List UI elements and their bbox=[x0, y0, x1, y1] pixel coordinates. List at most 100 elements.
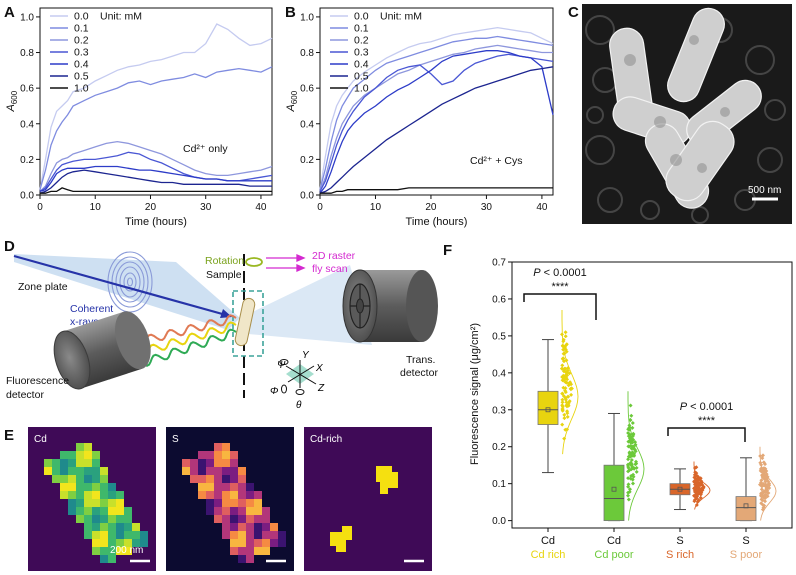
data-point-1 bbox=[628, 436, 633, 441]
data-point-3 bbox=[761, 460, 766, 465]
data-point-3 bbox=[767, 486, 772, 490]
map-pixel bbox=[222, 499, 230, 507]
y-tick-label: 0.4 bbox=[20, 119, 34, 130]
map-pixel bbox=[108, 555, 116, 563]
map-pixel bbox=[206, 459, 214, 467]
legend-label-0.2: 0.2 bbox=[354, 35, 369, 47]
xray-beam-arrow bbox=[13, 254, 227, 317]
scale-bar-label-e: 200 nm bbox=[110, 545, 143, 556]
category-element-label-0: Cd bbox=[541, 535, 555, 547]
category-group-label-2: S rich bbox=[666, 549, 694, 561]
map-pixel bbox=[214, 443, 222, 451]
map-pixel bbox=[132, 531, 140, 539]
map-pixel bbox=[230, 523, 238, 531]
map-pixel bbox=[206, 507, 214, 515]
map-pixel bbox=[254, 523, 262, 531]
data-point-1 bbox=[630, 477, 635, 482]
data-point-3 bbox=[760, 456, 765, 461]
map-pixel bbox=[116, 491, 124, 499]
data-point-2 bbox=[696, 485, 701, 490]
map-pixel bbox=[124, 507, 132, 515]
data-point-1 bbox=[631, 444, 636, 449]
panel-label-b: B bbox=[285, 4, 296, 21]
map-pixel bbox=[246, 539, 254, 547]
map-pixel bbox=[230, 507, 238, 515]
map-pixel bbox=[100, 539, 108, 547]
data-point-2 bbox=[693, 473, 698, 478]
data-point-0 bbox=[560, 407, 565, 412]
category-element-label-2: S bbox=[676, 535, 683, 547]
cd-rich-map: Cd-rich bbox=[304, 427, 432, 571]
map-pixel bbox=[262, 523, 270, 531]
sample-label: Sample bbox=[206, 269, 242, 281]
x-tick-label: 40 bbox=[255, 202, 267, 213]
x-tick-label: 20 bbox=[425, 202, 437, 213]
map-pixel bbox=[182, 467, 190, 475]
s-map: S bbox=[166, 427, 294, 571]
map-pixel bbox=[222, 483, 230, 491]
map-pixel bbox=[84, 475, 92, 483]
data-point-3 bbox=[759, 497, 764, 502]
x-tick-label: 30 bbox=[481, 202, 493, 213]
y-tick-label-f: 0.0 bbox=[492, 516, 506, 527]
map-pixel bbox=[206, 491, 214, 499]
map-pixel bbox=[222, 523, 230, 531]
map-pixel bbox=[76, 491, 84, 499]
map-pixel bbox=[124, 523, 132, 531]
series-line-0.3 bbox=[319, 53, 554, 192]
data-point-0 bbox=[562, 412, 567, 417]
map-pixel bbox=[270, 523, 278, 531]
data-point-3 bbox=[763, 499, 767, 504]
x-axis-label: Time (hours) bbox=[125, 216, 187, 228]
data-point-2 bbox=[698, 495, 703, 500]
y-axis-label-sub: 600 bbox=[290, 90, 299, 104]
map-pixel bbox=[214, 459, 222, 467]
data-point-3 bbox=[760, 490, 765, 495]
map-pixel bbox=[84, 523, 92, 531]
data-point-0 bbox=[560, 397, 565, 402]
map-pixel bbox=[92, 515, 100, 523]
map-pixel bbox=[190, 467, 198, 475]
map-pixel bbox=[84, 459, 92, 467]
data-point-0 bbox=[563, 366, 568, 371]
map-pixel bbox=[92, 539, 100, 547]
legend-label-0.0: 0.0 bbox=[354, 11, 369, 23]
map-pixel bbox=[76, 459, 84, 467]
mean-marker-2 bbox=[677, 486, 683, 492]
map-pixel bbox=[238, 547, 246, 555]
data-point-0 bbox=[567, 381, 572, 386]
box-3 bbox=[735, 496, 757, 522]
map-pixel bbox=[60, 467, 68, 475]
map-pixel bbox=[100, 499, 108, 507]
data-point-1 bbox=[631, 481, 635, 486]
map-pixel bbox=[60, 475, 68, 483]
map-pixel bbox=[116, 507, 124, 515]
map-pixel bbox=[76, 515, 84, 523]
map-pixel bbox=[238, 507, 246, 515]
panel-a: A 0 10 20 30 40 0.0 0.2 0.4 0.6 0.8 1.0 Time (hours… bbox=[4, 4, 273, 228]
data-point-1 bbox=[630, 421, 635, 425]
map-pixel bbox=[68, 499, 76, 507]
map-pixel bbox=[254, 547, 262, 555]
data-point-1 bbox=[634, 465, 639, 470]
map-pixel bbox=[92, 467, 100, 475]
map-pixel bbox=[100, 467, 108, 475]
legend-label-0.5: 0.5 bbox=[74, 71, 89, 83]
data-point-2 bbox=[692, 499, 697, 504]
map-pixel bbox=[206, 467, 214, 475]
y-tick-label-f: 0.7 bbox=[492, 258, 506, 269]
map-pixel bbox=[214, 507, 222, 515]
data-point-2 bbox=[695, 488, 700, 493]
map-pixel bbox=[278, 531, 286, 539]
map-pixel bbox=[270, 531, 278, 539]
p-value-label-2: P < 0.0001 bbox=[680, 401, 734, 413]
map-pixel bbox=[76, 499, 84, 507]
raster-label-1: 2D raster bbox=[312, 250, 356, 262]
map-pixel bbox=[214, 499, 222, 507]
map-pixel bbox=[254, 531, 262, 539]
map-pixel bbox=[92, 459, 100, 467]
map-pixel bbox=[238, 531, 246, 539]
data-point-3 bbox=[765, 483, 769, 488]
map-pixel bbox=[222, 459, 230, 467]
